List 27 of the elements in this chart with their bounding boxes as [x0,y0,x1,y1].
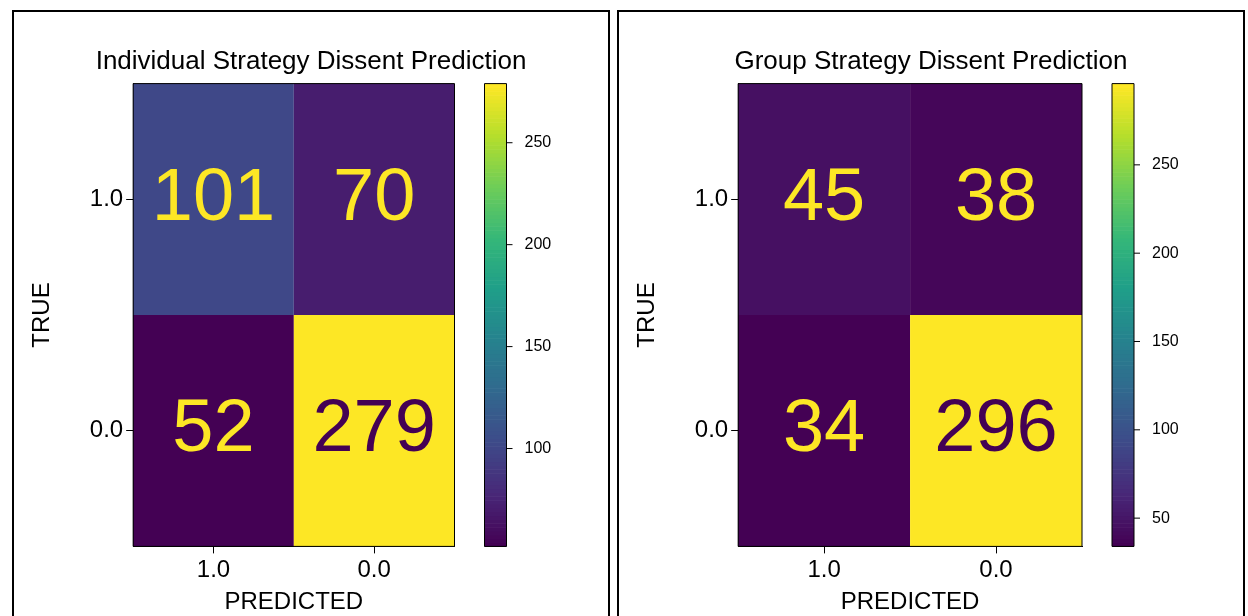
y-axis-title: TRUE [632,282,660,348]
color-bar-label: 250 [1152,155,1179,173]
x-tick-label: 0.0 [357,555,391,583]
chart-title: Group Strategy Dissent Prediction [734,45,1128,76]
color-bar-label: 200 [1152,243,1179,261]
color-bar-label: 50 [1152,508,1170,526]
x-tick-label: 0.0 [979,555,1013,583]
y-axis-title: TRUE [27,282,55,348]
color-bar-label: 150 [524,337,552,355]
color-bar-label: 150 [1152,331,1179,349]
chart-title: Individual Strategy Dissent Prediction [95,45,527,76]
data-label: 101 [151,152,276,236]
data-label: 296 [934,384,1058,468]
x-axis-title: PREDICTED [840,587,980,615]
x-axis-title: PREDICTED [224,587,364,615]
color-bar-label: 100 [524,438,552,456]
data-label: 52 [172,384,255,468]
x-tick-label: 1.0 [196,555,231,583]
color-bar-label: 100 [1152,420,1179,438]
data-label: 279 [312,384,436,468]
color-bar-label: 200 [524,235,552,253]
data-label: 38 [954,152,1038,236]
color-bar-label: 250 [524,133,552,151]
data-label: 34 [782,384,866,468]
x-tick-label: 1.0 [807,555,841,583]
data-label: 45 [782,152,866,236]
data-label: 70 [333,152,416,236]
